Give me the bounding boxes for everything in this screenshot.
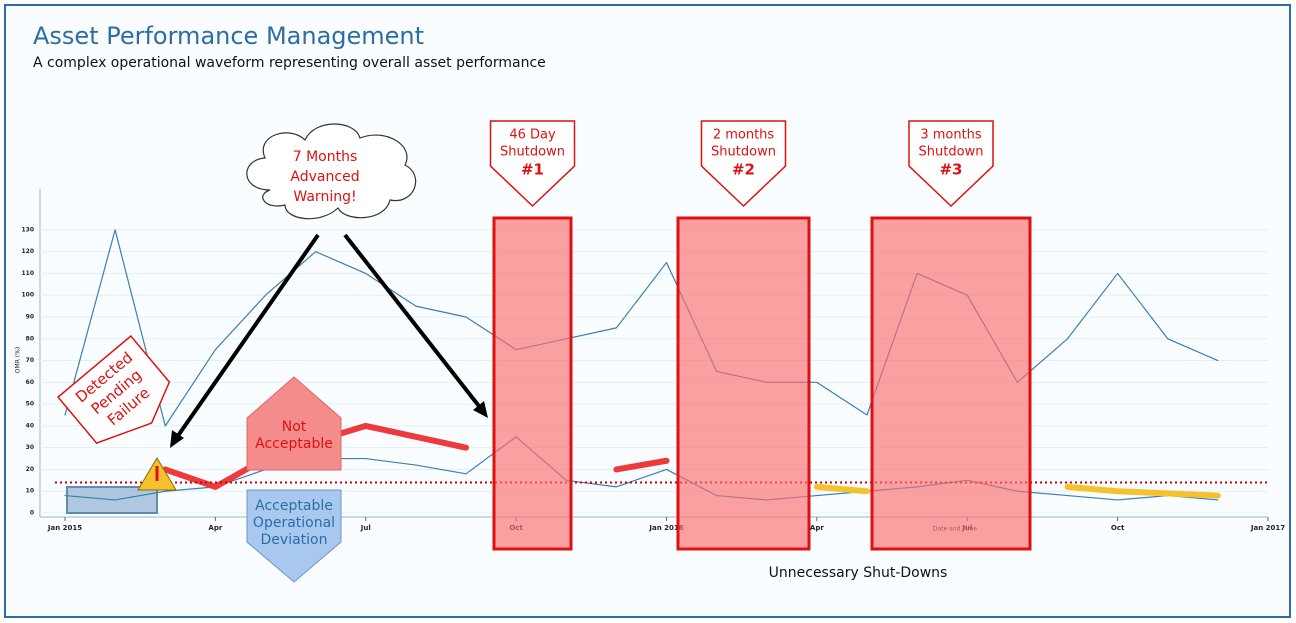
plot: 0 10 20 30 40 50 60 70 80 90 100 110 120 130 Jan 2015 A… <box>15 189 1285 533</box>
y-tick-label: 20 <box>26 466 34 473</box>
shutdown-label: Shutdown <box>919 145 984 160</box>
shutdown-number: #2 <box>732 161 755 179</box>
y-axis-label: OMR (%) <box>15 347 22 373</box>
y-tick-label: 40 <box>26 422 34 429</box>
y-tick-label: 80 <box>26 335 34 342</box>
arrow <box>343 233 484 412</box>
footer-text: Unnecessary Shut-Downs <box>769 565 948 581</box>
shutdown-label: 3 months <box>920 128 982 143</box>
warning-text: Warning! <box>293 189 356 205</box>
shutdown-number: #3 <box>939 161 962 179</box>
x-tick-label: Jan 2017 <box>1250 524 1285 532</box>
shutdown-label: 46 Day <box>509 128 556 143</box>
y-tick-label: 100 <box>21 292 34 299</box>
y-tick-label: 50 <box>26 401 34 408</box>
chart-title: Asset Performance Management <box>33 22 424 50</box>
y-tick-label: 110 <box>21 270 34 277</box>
frame <box>4 4 1291 618</box>
shutdown-box <box>492 216 573 551</box>
warning-text: 7 Months <box>293 149 358 165</box>
arrow-head <box>170 430 184 448</box>
x-tick-label: Jan 2016 <box>648 524 683 532</box>
trend-line <box>813 483 870 495</box>
shutdown-number: #1 <box>521 161 544 179</box>
x-tick-label: Jan 2015 <box>47 524 82 532</box>
acceptable-shape <box>246 489 342 583</box>
chart-subtitle: A complex operational waveform represent… <box>33 55 546 71</box>
shutdown-callout <box>489 120 576 208</box>
y-tick-label: 130 <box>21 226 34 233</box>
x-tick-label: Oct <box>1111 524 1125 532</box>
y-tick-label: 10 <box>26 488 34 495</box>
arrow <box>173 233 320 442</box>
y-tick-label: 0 <box>30 510 34 517</box>
acceptable-text: Acceptable <box>255 498 333 514</box>
shutdown-label: Shutdown <box>500 145 565 160</box>
arrow-head <box>473 401 488 418</box>
y-tick-label: 60 <box>26 379 34 386</box>
y-tick-label: 120 <box>21 248 34 255</box>
shutdown-callout <box>700 120 787 208</box>
not-acceptable-text: Acceptable <box>255 436 333 452</box>
warning-text: Advanced <box>290 169 359 185</box>
cloud <box>246 123 417 220</box>
x-tick-label: Apr <box>810 524 824 532</box>
y-tick-label: 70 <box>26 357 34 364</box>
y-tick-label: 30 <box>26 444 34 451</box>
shutdown-label: 2 months <box>713 128 775 143</box>
acceptable-text: Operational <box>253 515 335 531</box>
not-acceptable-shape <box>246 376 342 471</box>
x-tick-label: Apr <box>208 524 222 532</box>
y-tick-label: 90 <box>26 314 34 321</box>
acceptable-text: Deviation <box>261 532 328 548</box>
shutdown-label: Shutdown <box>711 145 776 160</box>
shutdown-box <box>870 216 1032 551</box>
detected-shape <box>56 334 171 444</box>
shutdown-callout <box>908 120 994 208</box>
not-acceptable-text: Not <box>282 419 307 435</box>
shutdown-box <box>676 216 811 551</box>
x-tick-label: Jul <box>360 524 371 532</box>
trend-line <box>1064 483 1221 499</box>
trend-line <box>613 457 670 473</box>
